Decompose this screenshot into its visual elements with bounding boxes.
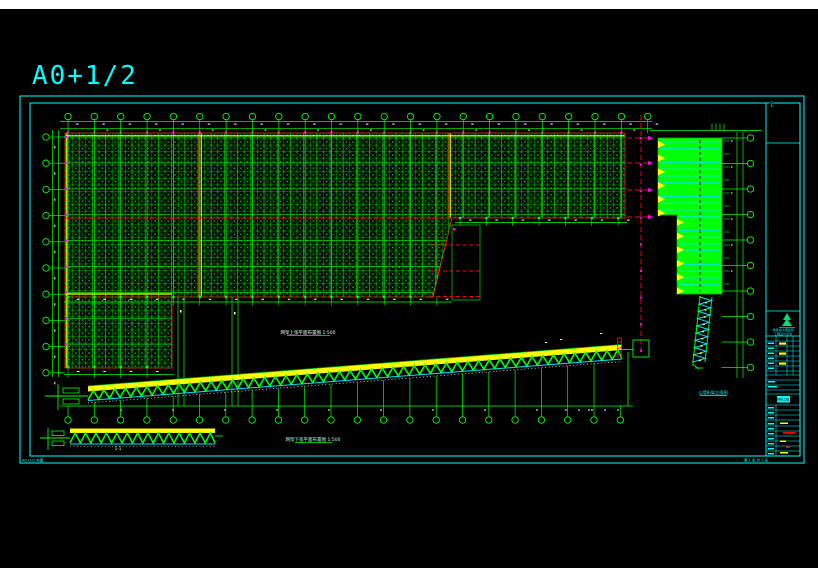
zone-mark: E: [771, 103, 774, 109]
drawing-geometry: [19, 95, 805, 464]
side-elevation-label: 山墙桁架立面图: [698, 389, 727, 396]
frame-note-left: A0+1/2 布图: [22, 458, 44, 463]
expansion-joint-connector: [627, 115, 653, 352]
main-truss-elevation: [45, 333, 650, 443]
titleblock-company-2: 工程设计证书: [774, 331, 792, 336]
bottom-margin-strip: [0, 568, 818, 580]
side-truss-elevation: [691, 296, 727, 396]
axis-bubbles-bottom: [60, 405, 633, 424]
axis-bubbles-left: [42, 130, 65, 385]
titleblock-project: 网架工程: [777, 397, 789, 402]
sheet-title: A0+1/2: [32, 61, 138, 91]
secondary-dim-lines: [64, 218, 630, 406]
title-block: [765, 101, 801, 457]
section-mark-label: 1-1: [115, 446, 122, 451]
frame-note-right: 第 1 张 共 1 张: [744, 458, 769, 463]
axis-bubbles-top: [60, 112, 659, 133]
roof-plan-hatch: [65, 133, 625, 368]
lower-plan-label: 网架下弦平面布置图 1:500: [286, 436, 341, 443]
section-1-1-truss: [40, 428, 223, 450]
titleblock-company-1: 建筑设计研究院: [772, 327, 793, 332]
axis-bubbles-right: [722, 132, 755, 378]
upper-plan-label: 网架上弦平面布置图 1:500: [281, 329, 336, 336]
top-margin-strip: [0, 0, 818, 9]
gable-elevation-block: [650, 123, 762, 295]
